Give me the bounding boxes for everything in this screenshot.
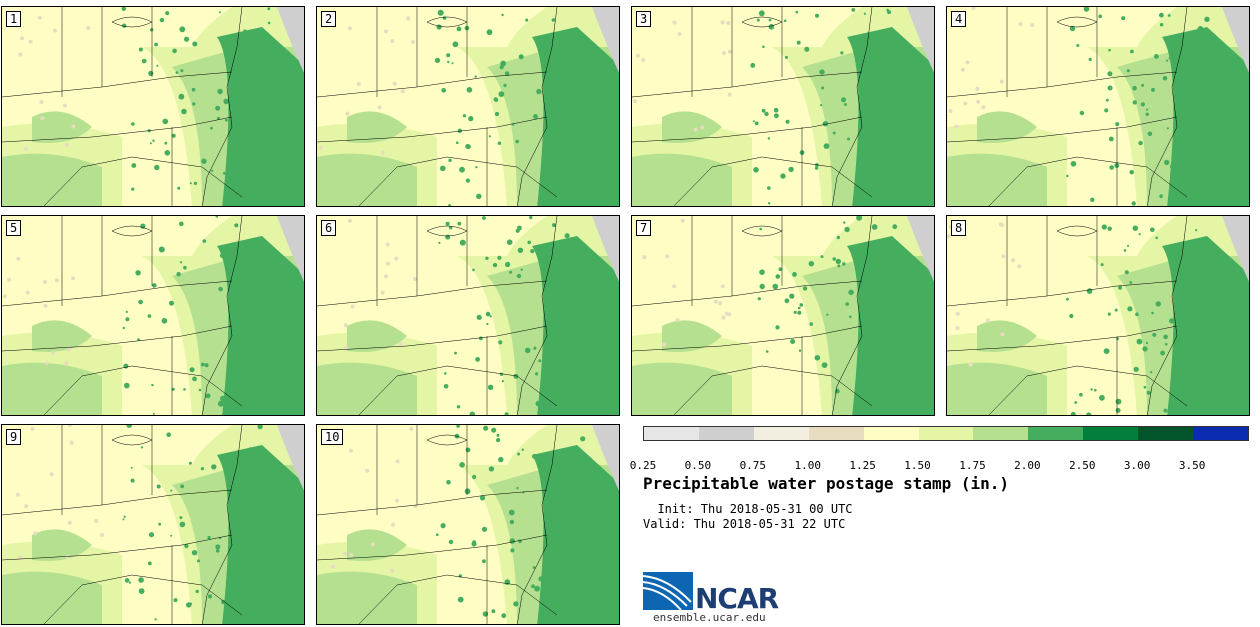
legend-tick-label: 2.00 (1014, 459, 1041, 472)
precipitable-water-map (632, 216, 934, 415)
legend-tick-label: 3.50 (1178, 459, 1206, 472)
precipitable-water-map (317, 425, 619, 624)
stamp-number: 7 (636, 220, 652, 236)
precipitable-water-map (2, 7, 304, 206)
valid-time: Valid: Thu 2018-05-31 22 UTC (643, 517, 846, 531)
legend-tick-label: 1.75 (959, 459, 986, 472)
precipitable-water-map (317, 216, 619, 415)
stamp-number: 5 (6, 220, 22, 236)
logo-url: ensemble.ucar.edu (653, 611, 766, 624)
precipitable-water-map (2, 216, 304, 415)
legend-tick-label: 0.25 (629, 459, 657, 472)
stamp-number: 6 (321, 220, 337, 236)
legend-swatch (1083, 427, 1139, 440)
legend-tick-label: 0.75 (739, 459, 767, 472)
legend-swatch (1138, 427, 1194, 440)
legend-tick-label: 1.50 (904, 459, 931, 472)
legend-swatch (1193, 427, 1248, 440)
postage-stamp-panel: 9 (1, 424, 305, 625)
ncar-logo-icon (643, 572, 693, 611)
legend-swatch (698, 427, 754, 440)
stamp-number: 4 (951, 11, 967, 27)
legend-swatch (973, 427, 1029, 440)
legend-swatch (644, 427, 699, 440)
legend-ticks: 0.25 0.50 0.75 1.00 1.25 1.50 1.75 2.00 2.50 3.00… (630, 441, 1247, 472)
precipitable-water-map (947, 7, 1249, 206)
logo-name: NCAR (695, 582, 779, 615)
postage-stamp-panel: 3 (631, 6, 935, 207)
precipitable-water-map (317, 7, 619, 206)
legend-tick-label: 1.25 (849, 459, 876, 472)
precipitable-water-map (632, 7, 934, 206)
color-legend: 0.25 0.50 0.75 1.00 1.25 1.50 1.75 2.00 2.50 3.00… (630, 426, 1249, 472)
stamp-number: 1 (6, 11, 22, 27)
postage-stamp-panel: 4 (946, 6, 1250, 207)
postage-stamp-panel: 10 (316, 424, 620, 625)
stamp-number: 9 (6, 429, 22, 445)
init-time: Init: Thu 2018-05-31 00 UTC (643, 502, 853, 516)
stamp-number: 3 (636, 11, 652, 27)
postage-stamp-panel: 5 (1, 215, 305, 416)
stamp-number: 2 (321, 11, 337, 27)
postage-stamp-panel: 8 (946, 215, 1250, 416)
postage-stamp-panel: 1 (1, 6, 305, 207)
legend-tick-label: 0.50 (684, 459, 712, 472)
postage-stamp-panel: 7 (631, 215, 935, 416)
postage-stamp-panel: 6 (316, 215, 620, 416)
legend-swatch (863, 427, 919, 440)
postage-stamp-panel: 2 (316, 6, 620, 207)
time-info: Init: Thu 2018-05-31 00 UTC Valid: Thu 20… (643, 502, 853, 532)
legend-swatch (918, 427, 974, 440)
legend-tick-label: 3.00 (1123, 459, 1151, 472)
figure-title: Precipitable water postage stamp (in.) (643, 474, 1010, 493)
precipitable-water-map (2, 425, 304, 624)
legend-swatch (1028, 427, 1084, 440)
legend-swatches (643, 426, 1249, 441)
stamp-number: 10 (321, 429, 344, 445)
legend-tick-label: 1.00 (794, 459, 821, 472)
legend-swatch (808, 427, 864, 440)
precipitable-water-map (947, 216, 1249, 415)
stamp-number: 8 (951, 220, 967, 236)
legend-swatch (753, 427, 809, 440)
legend-tick-label: 2.50 (1069, 459, 1096, 472)
